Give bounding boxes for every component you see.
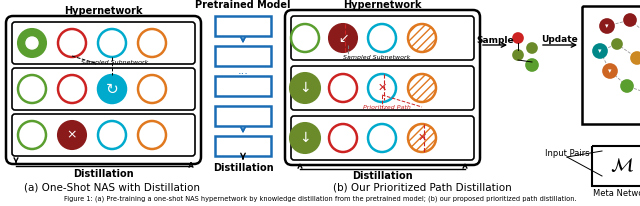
Text: (b) Our Prioritized Path Distillation: (b) Our Prioritized Path Distillation	[333, 182, 512, 192]
Text: Sampled Subnetwork: Sampled Subnetwork	[344, 55, 411, 60]
Circle shape	[612, 39, 622, 49]
Circle shape	[513, 33, 523, 43]
Text: $\mathcal{M}$: $\mathcal{M}$	[610, 157, 634, 176]
Circle shape	[290, 123, 320, 153]
Circle shape	[290, 73, 320, 103]
Circle shape	[329, 24, 357, 52]
Circle shape	[18, 29, 46, 57]
Circle shape	[631, 52, 640, 64]
Circle shape	[58, 121, 86, 149]
Text: ▾: ▾	[605, 23, 609, 29]
Text: Distillation: Distillation	[352, 171, 413, 181]
Circle shape	[527, 43, 537, 53]
Text: Hypernetwork: Hypernetwork	[343, 0, 422, 10]
Text: Input Pairs: Input Pairs	[545, 150, 589, 158]
Text: Hypernetwork: Hypernetwork	[64, 6, 143, 16]
Text: ↓: ↓	[299, 131, 311, 145]
Text: Sampled Subnetwork: Sampled Subnetwork	[81, 60, 148, 64]
Circle shape	[600, 19, 614, 33]
Text: ✕: ✕	[417, 133, 427, 143]
Text: Prioritized Path: Prioritized Path	[363, 104, 411, 110]
Circle shape	[593, 44, 607, 58]
Text: ▾: ▾	[608, 68, 612, 74]
Text: ...: ...	[237, 66, 248, 76]
Text: Figure 1: (a) Pre-training a one-shot NAS hypernetwork by knowledge distillation: Figure 1: (a) Pre-training a one-shot NA…	[64, 196, 576, 202]
Circle shape	[26, 37, 38, 49]
Circle shape	[98, 75, 126, 103]
Bar	[582, 6, 640, 124]
Text: ↓: ↓	[299, 81, 311, 95]
Text: ✕: ✕	[378, 83, 387, 93]
Bar	[215, 16, 271, 36]
Bar	[215, 106, 271, 126]
Circle shape	[603, 64, 617, 78]
Text: Pretrained Model: Pretrained Model	[195, 0, 291, 10]
Circle shape	[513, 50, 523, 60]
Text: Distillation: Distillation	[73, 169, 134, 179]
Bar	[215, 76, 271, 96]
Text: Distillation: Distillation	[212, 163, 273, 173]
Circle shape	[621, 80, 633, 92]
Bar	[215, 46, 271, 66]
Circle shape	[624, 14, 636, 26]
Text: Meta Network: Meta Network	[593, 190, 640, 199]
Text: ↙: ↙	[338, 32, 348, 44]
Text: Sample: Sample	[476, 35, 514, 44]
Text: Update: Update	[541, 34, 579, 43]
Bar	[215, 136, 271, 156]
Bar	[592, 146, 640, 186]
Text: ▾: ▾	[598, 48, 602, 54]
Text: ↻: ↻	[106, 82, 118, 96]
Text: (a) One-Shot NAS with Distillation: (a) One-Shot NAS with Distillation	[24, 182, 200, 192]
Text: ×: ×	[67, 129, 77, 142]
Circle shape	[526, 59, 538, 71]
